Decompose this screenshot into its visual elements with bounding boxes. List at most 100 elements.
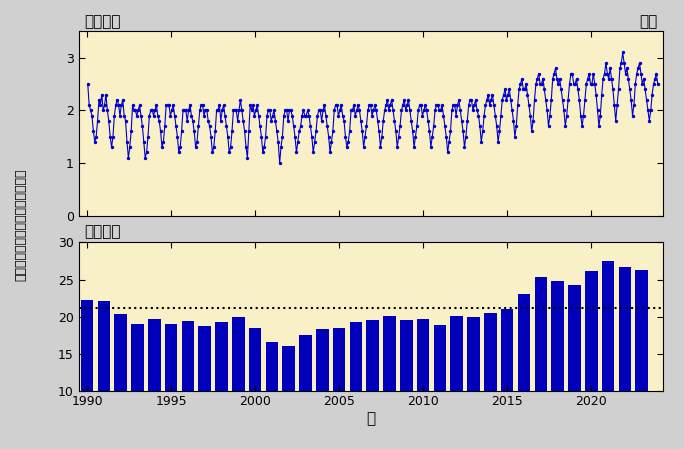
Bar (215, 322, 228, 449)
Point (146, 107, 157, 114)
Point (373, 128, 384, 135)
Point (264, 107, 275, 114)
Point (272, 128, 282, 135)
Point (480, 101, 491, 109)
Point (436, 101, 447, 109)
Point (277, 133, 288, 140)
Point (530, 80, 541, 88)
Bar (165, 324, 177, 449)
Point (448, 101, 459, 109)
Point (404, 107, 415, 114)
Point (91, 133, 102, 140)
Point (423, 117, 434, 124)
Point (601, 59, 611, 66)
Point (623, 75, 634, 82)
Point (617, 49, 628, 56)
Point (94, 96, 105, 103)
Point (640, 86, 650, 93)
Point (295, 123, 306, 130)
Point (217, 107, 228, 114)
Point (651, 70, 662, 77)
Point (431, 101, 442, 109)
Point (375, 144, 386, 151)
Point (196, 101, 207, 109)
Bar (114, 313, 127, 449)
Point (397, 101, 408, 109)
Point (483, 91, 494, 98)
Point (311, 128, 321, 135)
Point (399, 96, 410, 103)
Point (316, 117, 327, 124)
Point (551, 75, 562, 82)
Bar (282, 346, 295, 449)
Point (382, 96, 393, 103)
Point (210, 128, 221, 135)
Point (540, 96, 551, 103)
Point (107, 133, 118, 140)
Point (282, 117, 293, 124)
Point (447, 107, 458, 114)
Point (187, 117, 198, 124)
Bar (484, 313, 497, 449)
Point (393, 133, 404, 140)
Point (274, 159, 285, 167)
Point (499, 86, 510, 93)
Point (88, 128, 98, 135)
Point (186, 112, 197, 119)
Point (181, 107, 192, 114)
Point (358, 144, 369, 151)
Point (116, 101, 127, 109)
Point (470, 96, 481, 103)
Point (512, 101, 523, 109)
Point (317, 107, 328, 114)
Point (232, 117, 243, 124)
Point (306, 133, 317, 140)
Point (581, 80, 592, 88)
Point (339, 117, 350, 124)
Point (521, 80, 531, 88)
Point (280, 107, 291, 114)
Point (329, 107, 340, 114)
Point (416, 101, 427, 109)
Point (400, 107, 411, 114)
Point (578, 112, 589, 119)
Point (256, 133, 267, 140)
Point (610, 117, 621, 124)
Point (134, 101, 145, 109)
Bar (98, 301, 110, 449)
Point (516, 75, 527, 82)
Point (297, 112, 308, 119)
Point (122, 138, 133, 145)
Point (368, 107, 379, 114)
Point (452, 101, 463, 109)
Point (354, 107, 365, 114)
Point (260, 133, 271, 140)
Point (154, 117, 165, 124)
Point (211, 107, 222, 114)
Point (220, 112, 231, 119)
Bar (232, 317, 245, 449)
Point (529, 96, 540, 103)
Point (618, 59, 629, 66)
Point (225, 144, 236, 151)
Point (471, 107, 482, 114)
Point (648, 80, 659, 88)
Point (166, 107, 177, 114)
Point (266, 117, 277, 124)
Point (514, 86, 525, 93)
Point (204, 123, 215, 130)
Point (86, 112, 97, 119)
Text: 年積算値: 年積算値 (85, 224, 121, 239)
Point (473, 112, 484, 119)
Point (486, 96, 497, 103)
Point (544, 112, 555, 119)
Point (476, 138, 487, 145)
Point (444, 138, 455, 145)
Point (111, 96, 122, 103)
Point (568, 80, 579, 88)
Point (172, 133, 183, 140)
Point (539, 86, 550, 93)
Point (494, 128, 505, 135)
Point (330, 101, 341, 109)
Point (547, 75, 558, 82)
